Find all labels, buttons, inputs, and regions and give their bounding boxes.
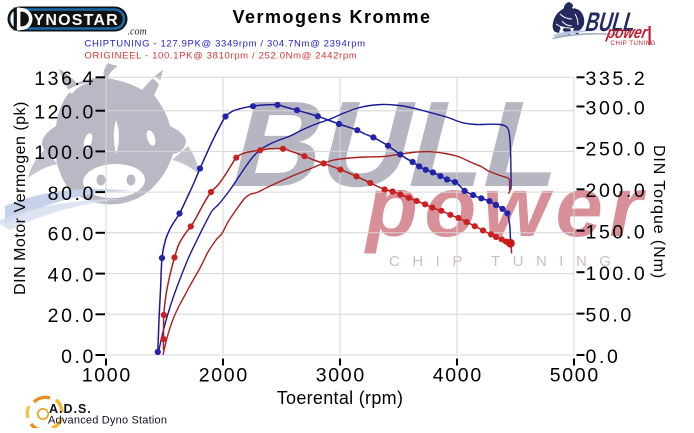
svg-text:250.0: 250.0 [586,139,648,161]
svg-text:CHIP TUNING: CHIP TUNING [389,253,623,270]
svg-text:50.0: 50.0 [586,304,634,326]
svg-text:335.2: 335.2 [586,68,648,90]
svg-text:Advanced Dyno Station: Advanced Dyno Station [48,415,167,427]
svg-text:power: power [604,24,650,43]
svg-text:DIN Motor Vermogen (pk): DIN Motor Vermogen (pk) [12,101,29,295]
svg-text:60.0: 60.0 [48,224,96,246]
svg-text:4000: 4000 [433,365,483,387]
svg-text:0.0: 0.0 [61,346,96,368]
svg-text:136.4: 136.4 [34,68,96,90]
svg-text:BULL: BULL [219,77,578,213]
svg-text:300.0: 300.0 [586,97,648,119]
svg-text:3000: 3000 [316,365,366,387]
svg-text:80.0: 80.0 [48,183,96,205]
svg-text:CHIP TUNING: CHIP TUNING [611,40,657,47]
svg-text:.com: .com [128,27,147,38]
svg-text:40.0: 40.0 [48,264,96,286]
svg-text:20.0: 20.0 [48,305,96,327]
svg-text:CHIPTUNING - 127.9PK@ 3349rpm: CHIPTUNING - 127.9PK@ 3349rpm / 304.7Nm@… [85,39,366,50]
svg-text:100.0: 100.0 [586,263,648,285]
svg-text:Toerental (rpm): Toerental (rpm) [277,388,404,408]
svg-text:100.0: 100.0 [34,142,96,164]
svg-text:A.D.S.: A.D.S. [49,402,92,416]
svg-text:200.0: 200.0 [586,180,648,202]
svg-text:150.0: 150.0 [586,222,648,244]
svg-text:YNOSTAR: YNOSTAR [34,12,119,29]
svg-text:120.0: 120.0 [34,102,96,124]
svg-text:DIN Torque (Nm): DIN Torque (Nm) [650,145,667,279]
svg-text:Vermogens Kromme: Vermogens Kromme [232,7,431,27]
svg-text:1000: 1000 [82,365,132,387]
svg-text:5000: 5000 [550,365,600,387]
svg-text:BULL: BULL [582,8,639,38]
svg-text:ORIGINEEL - 100.1PK@ 3810rpm: ORIGINEEL - 100.1PK@ 3810rpm / 252.0Nm@ … [85,50,358,61]
svg-text:0.0: 0.0 [586,346,621,368]
svg-text:2000: 2000 [199,365,249,387]
